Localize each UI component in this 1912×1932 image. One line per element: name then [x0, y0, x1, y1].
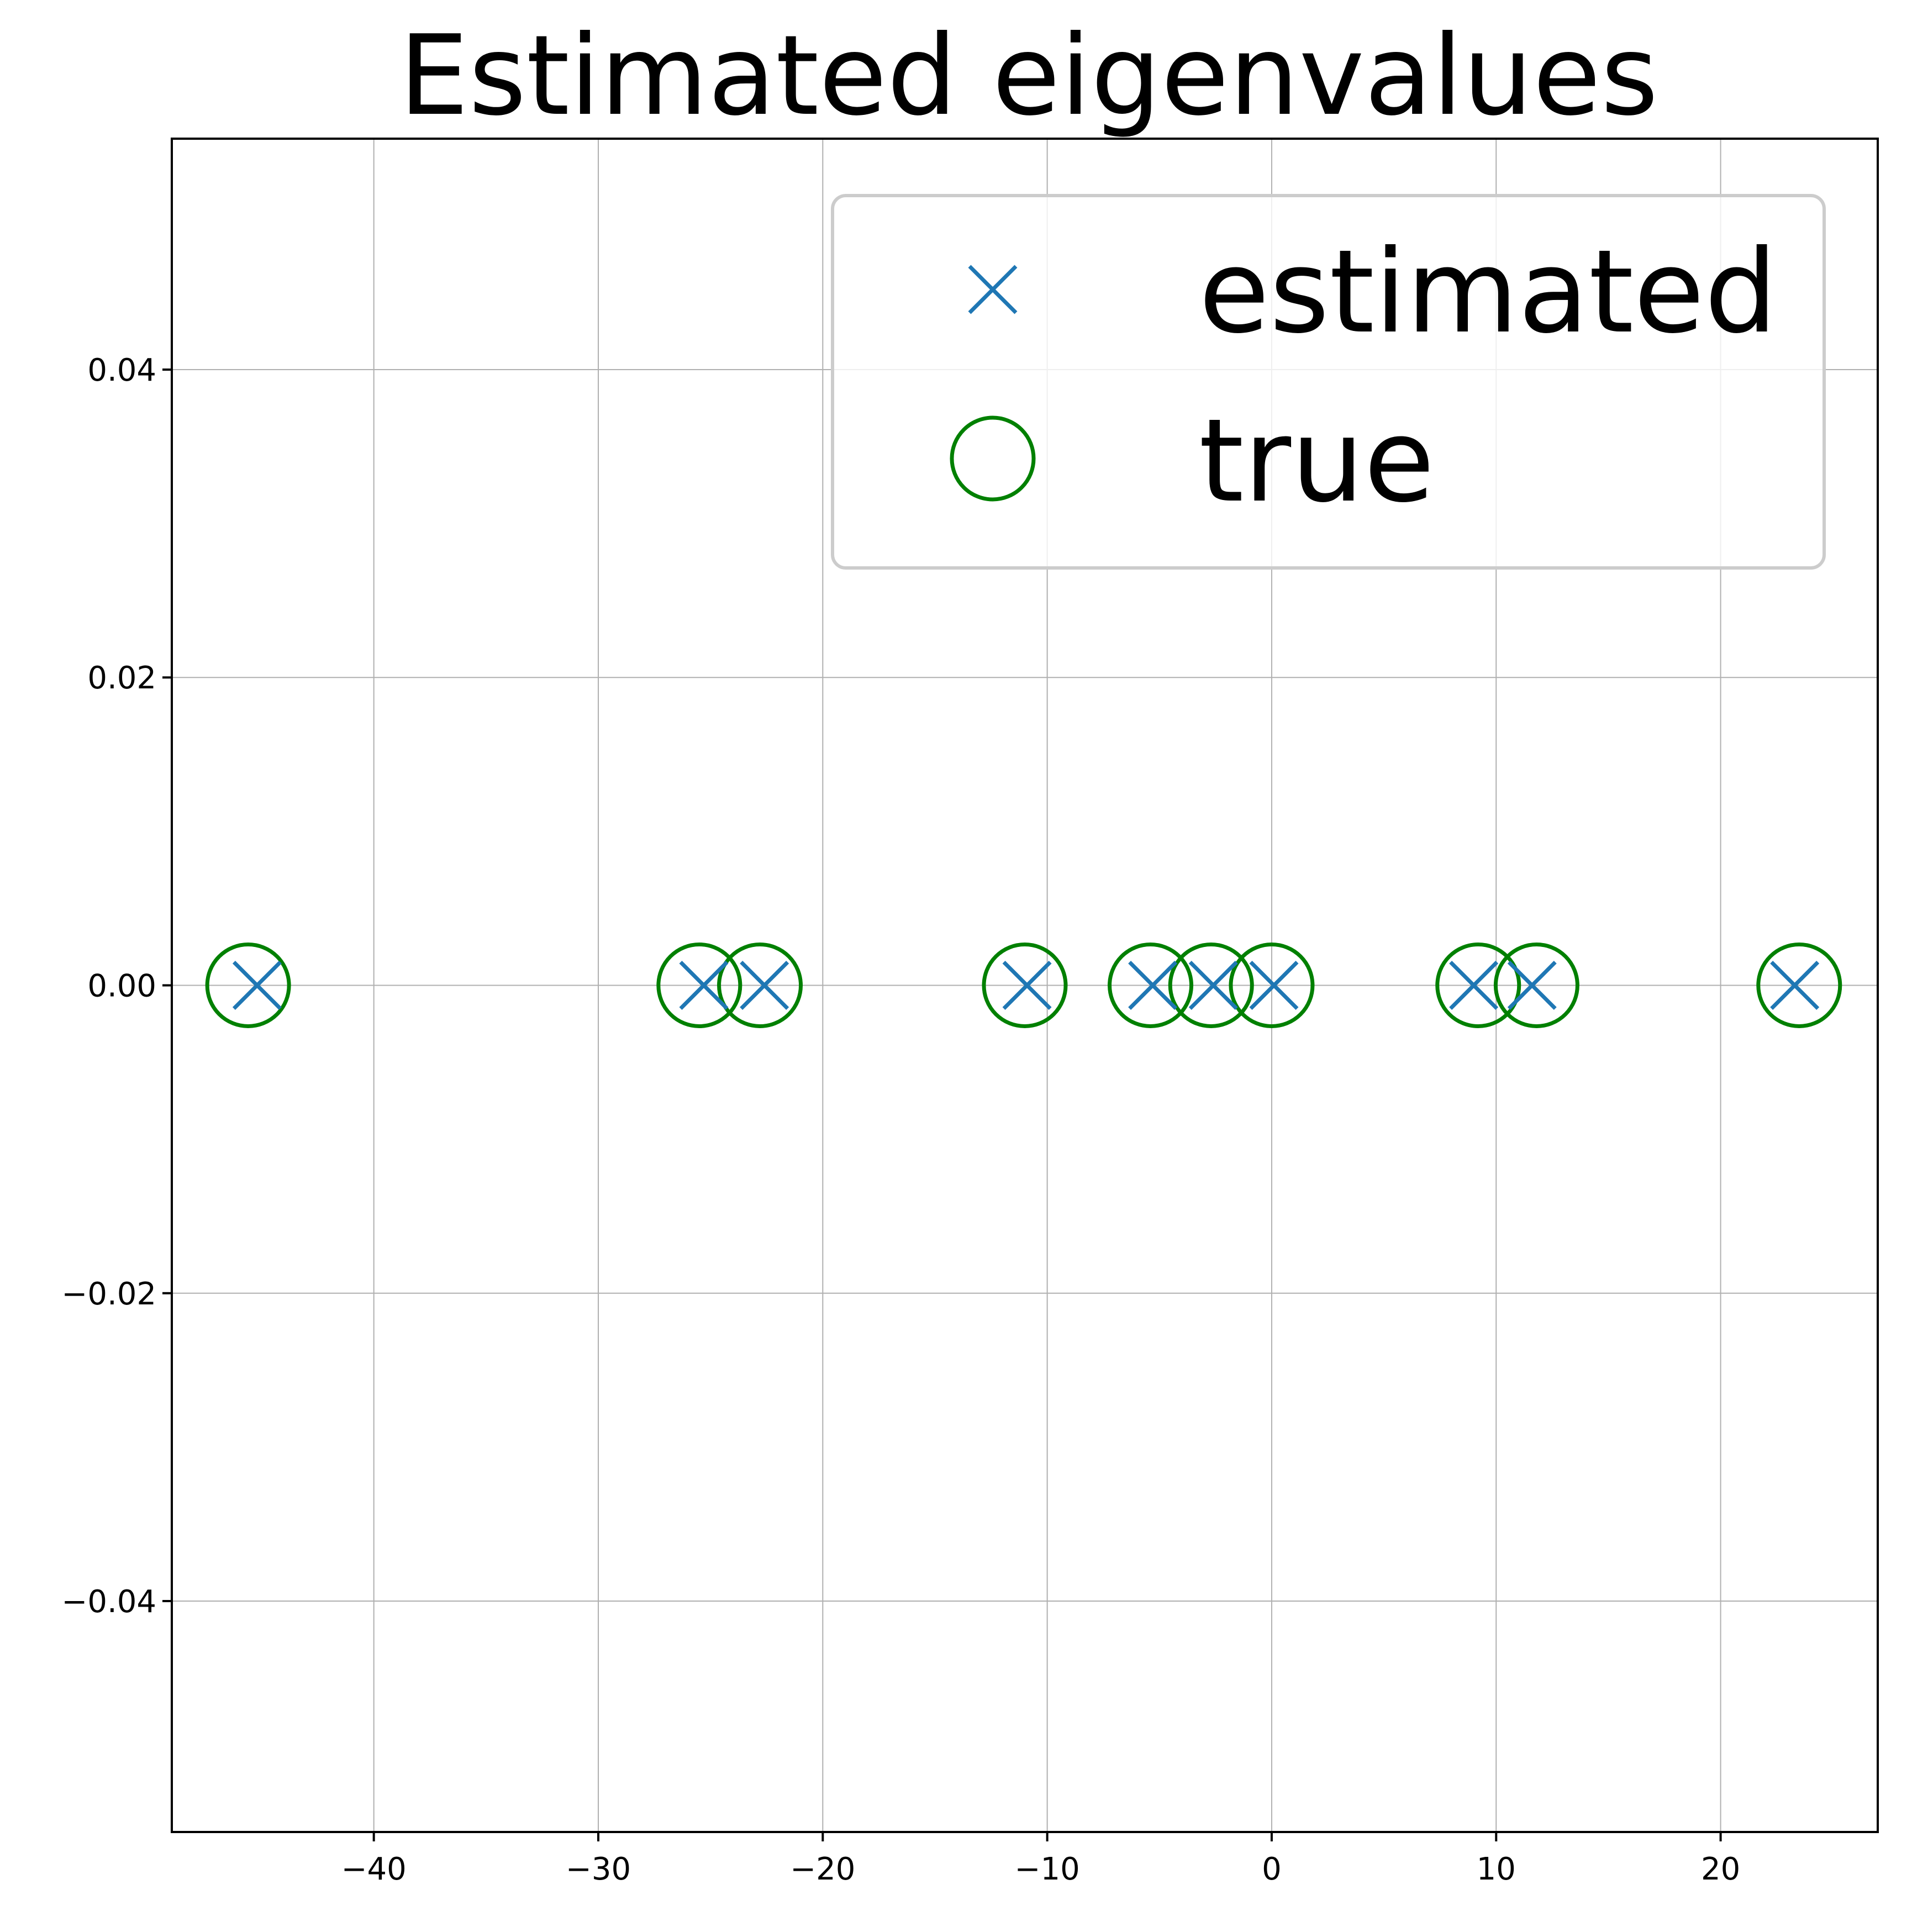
true-eigenvalue-point: [1493, 943, 1579, 1028]
legend-entries: estimated true: [950, 225, 1777, 528]
y-tick-label: −0.04: [61, 1584, 156, 1620]
true-eigenvalue-point: [205, 943, 291, 1028]
y-tick-label: 0.04: [87, 352, 156, 388]
estimated-eigenvalue-point: [1449, 961, 1499, 1010]
true-eigenvalue-point: [1168, 943, 1254, 1028]
estimated-eigenvalue-point-stroke-b: [1770, 961, 1820, 1010]
estimated-eigenvalue-point: [679, 961, 729, 1010]
true-eigenvalue-point: [1756, 943, 1842, 1028]
x-tick-label: −30: [566, 1851, 631, 1887]
x-tick-label: −10: [1015, 1851, 1080, 1887]
estimated-eigenvalue-point: [1002, 961, 1052, 1010]
legend-frame: [831, 194, 1826, 570]
estimated-eigenvalue-point-stroke-b: [1128, 961, 1178, 1010]
estimated-eigenvalue-point: [1507, 961, 1557, 1010]
y-tick-label: 0.02: [87, 660, 156, 696]
estimated-eigenvalue-point-stroke-b: [1002, 961, 1052, 1010]
estimated-eigenvalue-point-stroke-b: [232, 961, 282, 1010]
estimated-eigenvalue-point: [740, 961, 789, 1010]
axes-layer: −40 −30 −20 −10 0 10 20 −0.04 −0.02 0.00 0.02 0.04: [61, 138, 1879, 1887]
x-tick-label: −40: [341, 1851, 407, 1887]
x-tick-label: 10: [1477, 1851, 1516, 1887]
estimated-eigenvalue-point-stroke-b: [1188, 961, 1238, 1010]
marks-layer: [205, 943, 1842, 1028]
estimated-eigenvalue-point: [1128, 961, 1178, 1010]
legend-handle-estimated: [968, 265, 1018, 314]
y-tick-label: 0.00: [87, 968, 156, 1004]
legend-handle-true: [950, 415, 1036, 502]
true-eigenvalue-point: [1229, 943, 1315, 1028]
estimated-eigenvalue-point-stroke-b: [1249, 961, 1299, 1010]
estimated-eigenvalue-point-stroke-b: [1507, 961, 1557, 1010]
legend-label-estimated: estimated: [1199, 225, 1777, 359]
estimated-eigenvalue-point: [232, 961, 282, 1010]
x-tick-label: −20: [790, 1851, 855, 1887]
true-eigenvalue-point: [1108, 943, 1194, 1028]
y-tick-label: −0.02: [61, 1276, 156, 1312]
legend-handle-estimated-stroke-b: [968, 265, 1018, 314]
estimated-eigenvalue-point: [1770, 961, 1820, 1010]
estimated-eigenvalue-point-stroke-b: [1449, 961, 1499, 1010]
chart-title: Estimated eigenvalues: [399, 12, 1658, 140]
true-eigenvalue-point: [717, 943, 803, 1028]
true-eigenvalue-point: [656, 943, 742, 1028]
legend: estimated true: [831, 194, 1826, 570]
estimated-eigenvalue-point-stroke-b: [740, 961, 789, 1010]
estimated-eigenvalue-point-stroke-b: [679, 961, 729, 1010]
x-tick-label: 20: [1701, 1851, 1740, 1887]
true-eigenvalue-point: [982, 943, 1068, 1028]
legend-label-true: true: [1199, 394, 1435, 528]
x-tick-label: 0: [1262, 1851, 1282, 1887]
estimated-eigenvalue-point: [1188, 961, 1238, 1010]
estimated-eigenvalue-point: [1249, 961, 1299, 1010]
true-eigenvalue-point: [1435, 943, 1521, 1028]
